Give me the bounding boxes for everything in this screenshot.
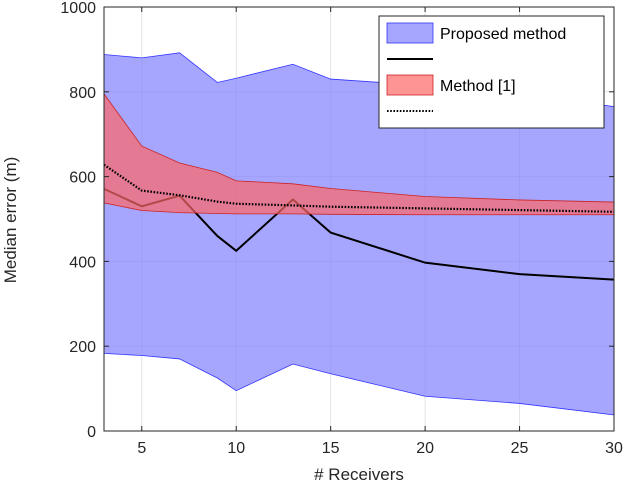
x-tick-label: 10 [227, 440, 245, 457]
axes [103, 6, 615, 432]
x-tick-label: 30 [605, 440, 623, 457]
y-tick-label: 1000 [60, 0, 96, 17]
line-series-3 [103, 163, 615, 213]
y-tick-label: 200 [69, 339, 96, 356]
ticks: 5 10 15 20 25 30 0 200 400 600 800 1000 [60, 0, 623, 457]
series-layer [103, 52, 615, 416]
legend-label-2: Method [1] [440, 78, 516, 95]
x-tick-label: 15 [322, 440, 340, 457]
legend-swatch-2 [386, 74, 434, 96]
x-axis-label: # Receivers [314, 465, 404, 484]
legend-label-0: Proposed method [440, 26, 566, 43]
axes-box [103, 6, 615, 432]
y-axis-label: Median error (m) [1, 157, 20, 284]
y-tick-label: 600 [69, 170, 96, 187]
y-tick-label: 0 [87, 424, 96, 441]
y-tick-label: 400 [69, 254, 96, 271]
legend-swatch-0 [386, 22, 434, 44]
x-tick-label: 5 [137, 440, 146, 457]
y-tick-label: 800 [69, 85, 96, 102]
legend: Proposed method Method [1] [378, 15, 605, 129]
x-tick-label: 20 [416, 440, 434, 457]
x-tick-label: 25 [511, 440, 529, 457]
